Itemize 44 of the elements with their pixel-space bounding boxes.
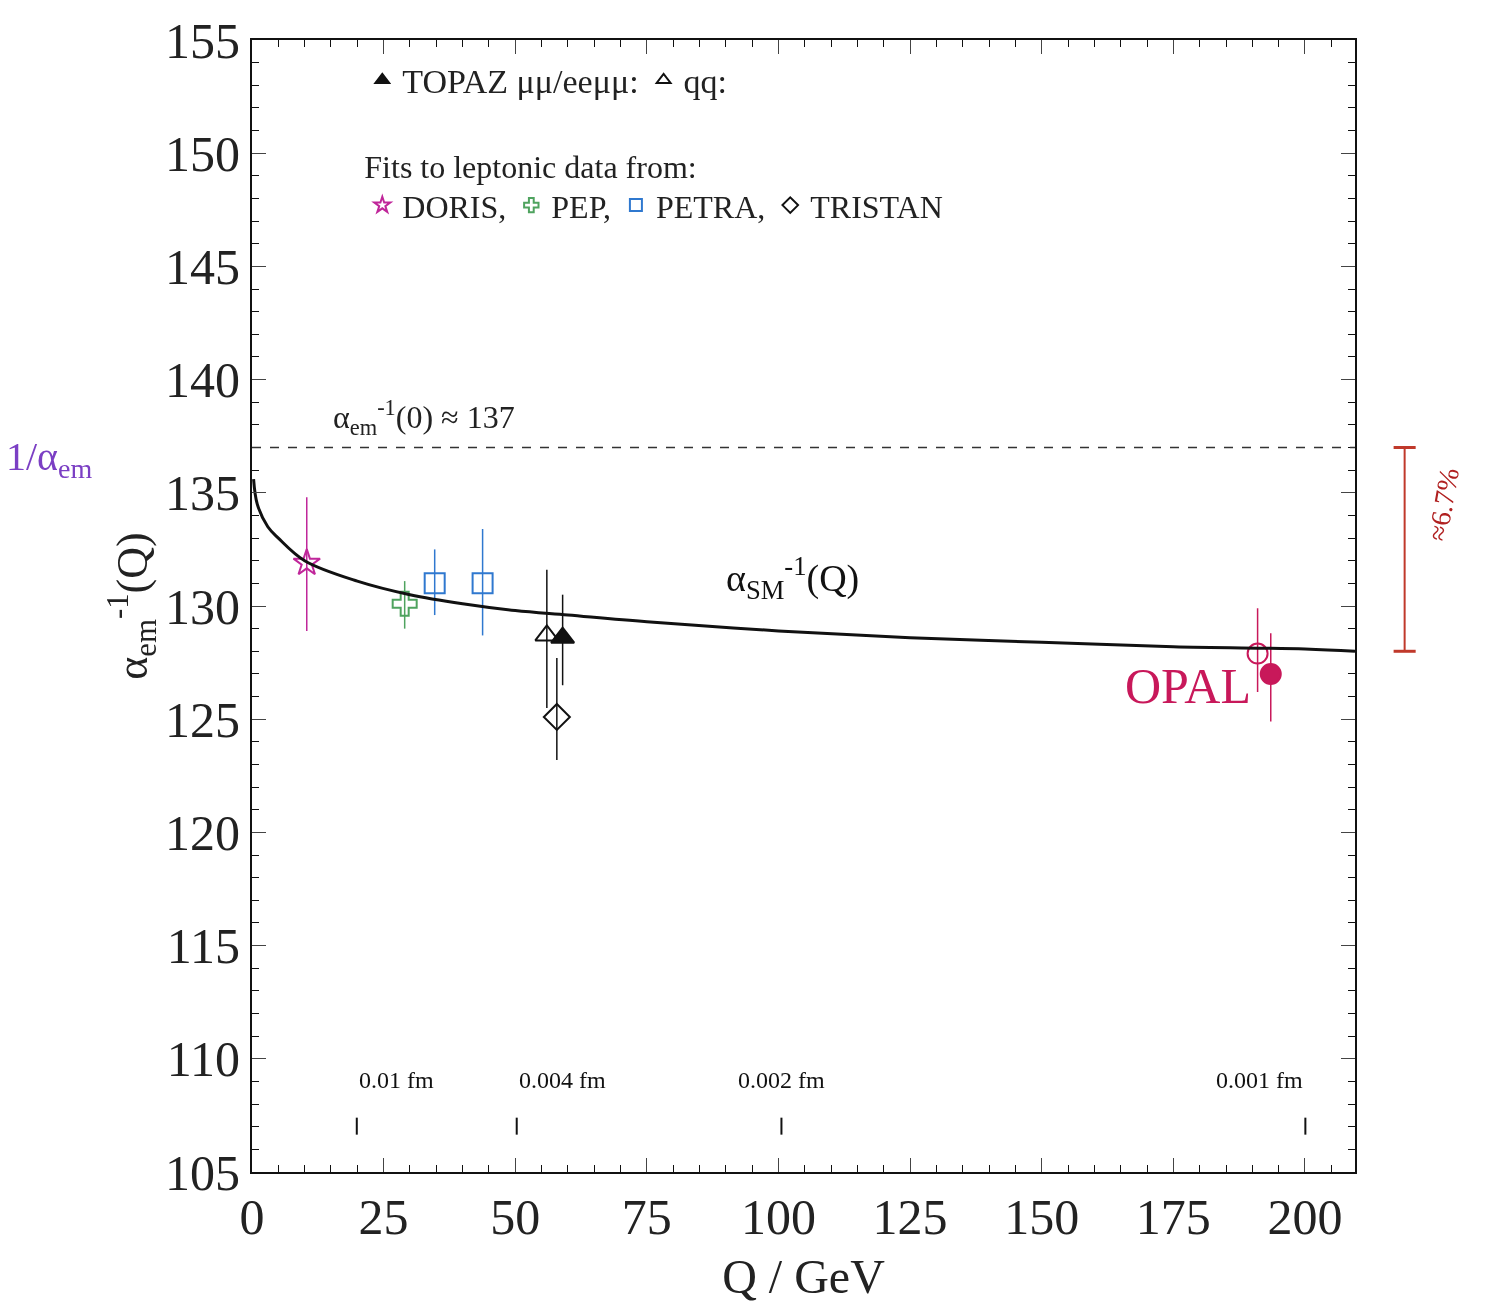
x-tick-label: 125 <box>872 1189 948 1245</box>
y-tick-label: 125 <box>165 691 240 748</box>
annotation: 0.01 fm <box>359 1067 434 1093</box>
y-tick-label: 115 <box>166 918 240 975</box>
point <box>1246 642 1269 665</box>
legend-label: PEP, <box>551 188 611 225</box>
text: ≈6.7% <box>1421 465 1465 544</box>
x-tick-label: 150 <box>1004 1189 1080 1245</box>
x-tick-label: 200 <box>1267 1189 1343 1245</box>
x-tick-label: 100 <box>740 1189 816 1245</box>
x-axis-title: Q / GeV <box>722 1249 886 1303</box>
y-tick-label: 150 <box>165 125 240 182</box>
annotation: 0.004 fm <box>519 1067 606 1093</box>
annotation: 0.002 fm <box>738 1067 825 1093</box>
point <box>1259 662 1282 685</box>
y-tick-label: 135 <box>165 465 240 522</box>
legend-label: qq: <box>683 63 728 101</box>
text: 1/α$_{em}$ <box>6 434 93 485</box>
annotation: 0.001 fm <box>1216 1067 1303 1093</box>
point <box>391 590 418 617</box>
x-tick-label: 50 <box>490 1189 541 1245</box>
legend-label: PETRA, <box>655 188 766 225</box>
x-tick-label: 175 <box>1135 1189 1211 1245</box>
ref-line-label: α$_{em}$$^{-1}$(0) ≈ 137 <box>333 395 515 441</box>
point <box>292 547 322 576</box>
legend-label: TRISTAN <box>810 188 943 225</box>
y-tick-label: 120 <box>165 804 240 861</box>
x-tick-label: 25 <box>358 1189 409 1245</box>
x-tick-label: 75 <box>621 1189 672 1245</box>
y-tick-label: 105 <box>165 1144 240 1201</box>
y-tick-label: 130 <box>165 578 240 635</box>
y-tick-label: 110 <box>166 1031 240 1088</box>
point <box>471 572 494 595</box>
series-label: OPAL <box>1125 658 1251 714</box>
point <box>423 572 446 595</box>
x-tick-label: 0 <box>239 1189 265 1245</box>
point <box>542 702 571 731</box>
y-tick-label: 145 <box>165 238 240 295</box>
y-tick-label: 155 <box>165 12 240 69</box>
legend-title: Fits to leptonic data from: <box>364 148 697 185</box>
legend-label: TOPAZ μμ/eeμμ: <box>402 63 639 101</box>
y-tick-label: 140 <box>165 352 240 409</box>
legend-label: DORIS, <box>402 188 507 225</box>
annotation: α$_{SM}$$^{-1}$(Q) <box>726 551 860 605</box>
